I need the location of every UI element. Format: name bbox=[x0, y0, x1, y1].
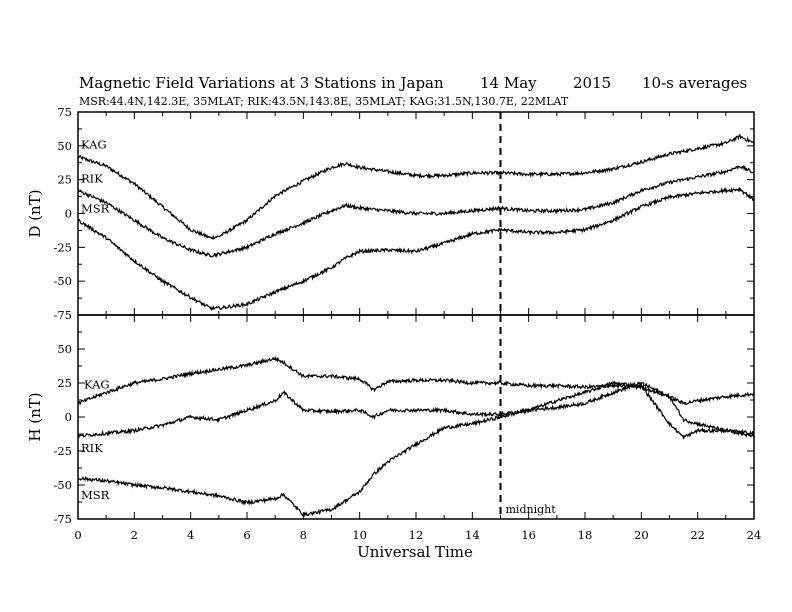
chart-averaging: 10-s averages bbox=[642, 74, 747, 92]
chart-title: Magnetic Field Variations at 3 Stations … bbox=[79, 74, 444, 92]
panel-D: 75 50 25 0 -25 -50 -75 D (nT) KAG RIK MSR bbox=[26, 105, 755, 322]
x-tick-labels: 0 2 4 6 8 10 12 14 16 18 20 22 24 bbox=[74, 528, 761, 542]
series-label-rik: RIK bbox=[81, 441, 103, 455]
y-tick-label: 0 bbox=[65, 207, 72, 221]
x-tick-label: 24 bbox=[747, 528, 762, 542]
y-tick-label: -25 bbox=[53, 240, 72, 254]
y-tick-label: 0 bbox=[65, 410, 72, 424]
series-line-msr bbox=[77, 381, 755, 517]
x-tick-label: 22 bbox=[690, 528, 705, 542]
x-tick-label: 6 bbox=[243, 528, 250, 542]
x-tick-label: 8 bbox=[300, 528, 307, 542]
chart-header: Magnetic Field Variations at 3 Stations … bbox=[79, 74, 747, 108]
y-tick-label: -50 bbox=[53, 478, 72, 492]
panel-frame bbox=[77, 314, 755, 520]
series-label-msr: MSR bbox=[81, 488, 110, 502]
x-tick-label: 0 bbox=[74, 528, 81, 542]
x-axis-label: Universal Time bbox=[357, 543, 473, 561]
series-line-kag bbox=[77, 355, 755, 406]
y-tick-label: -25 bbox=[53, 444, 72, 458]
series-line-kag bbox=[77, 133, 755, 240]
x-tick-label: 14 bbox=[465, 528, 480, 542]
y-tick-label: 25 bbox=[57, 173, 72, 187]
midnight-label: midnight bbox=[506, 503, 557, 516]
y-tick-label: 50 bbox=[57, 139, 72, 153]
station-coordinates: MSR:44.4N,142.3E, 35MLAT; RIK:43.5N,143.… bbox=[79, 95, 569, 108]
y-tick-label: -75 bbox=[53, 512, 72, 526]
y-axis-label: D (nT) bbox=[26, 189, 44, 237]
x-tick-label: 18 bbox=[578, 528, 593, 542]
y-tick-label: -75 bbox=[53, 308, 72, 322]
series-line-rik bbox=[77, 164, 755, 258]
chart-date: 14 May bbox=[480, 74, 537, 92]
series-label-msr: MSR bbox=[81, 201, 110, 215]
x-tick-label: 4 bbox=[187, 528, 194, 542]
series-label-kag: KAG bbox=[84, 377, 110, 391]
y-axis-label: H (nT) bbox=[26, 392, 44, 441]
y-tick-label: 25 bbox=[57, 376, 72, 390]
series-label-rik: RIK bbox=[81, 171, 103, 185]
panel-H: 50 25 0 -25 -50 -75 H (nT) KAG RIK MSR midnight bbox=[26, 314, 755, 526]
x-tick-label: 10 bbox=[352, 528, 367, 542]
series-label-kag: KAG bbox=[81, 138, 107, 152]
x-tick-label: 12 bbox=[409, 528, 424, 542]
x-tick-label: 20 bbox=[634, 528, 649, 542]
series-line-msr bbox=[77, 186, 755, 312]
chart-year: 2015 bbox=[573, 74, 611, 92]
y-tick-label: -50 bbox=[53, 274, 72, 288]
plot-panels: 75 50 25 0 -25 -50 -75 D (nT) KAG RIK MSR 50 25 0 -25 -… bbox=[26, 105, 761, 542]
y-tick-label: 50 bbox=[57, 342, 72, 356]
x-tick-label: 16 bbox=[521, 528, 536, 542]
y-tick-label: 75 bbox=[57, 105, 72, 119]
x-tick-label: 2 bbox=[131, 528, 138, 542]
